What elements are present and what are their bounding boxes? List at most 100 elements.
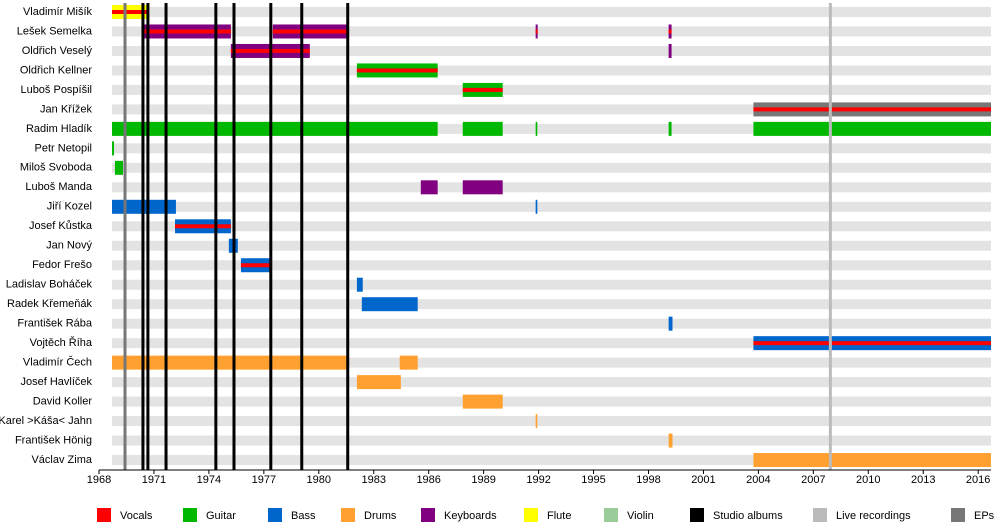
row-stripe: [112, 377, 991, 388]
member-name: Lešek Semelka: [17, 25, 93, 37]
member-bar-stripe: [175, 224, 231, 229]
legend-label: Vocals: [120, 510, 153, 522]
member-name: Josef Kůstka: [29, 220, 93, 232]
member-name: Oldřich Veselý: [22, 45, 93, 57]
legend-label: Keyboards: [444, 510, 497, 522]
member-name: Luboš Pospíšil: [20, 84, 92, 96]
member-bar: [420, 180, 438, 195]
member-bar-stripe: [112, 10, 150, 14]
member-bar: [668, 121, 672, 136]
x-tick-label: 1971: [142, 474, 166, 486]
member-bar-stripe: [142, 29, 231, 34]
row-stripe: [112, 104, 991, 115]
member-name: Radim Hladík: [26, 123, 93, 135]
member-name: Karel >Káša< Jahn: [0, 415, 92, 427]
row-stripe: [112, 240, 991, 251]
x-tick-label: 2004: [746, 474, 770, 486]
member-bar: [356, 277, 363, 292]
x-tick-label: 1995: [581, 474, 605, 486]
member-bar: [535, 199, 538, 214]
x-tick-label: 2016: [966, 474, 990, 486]
legend-swatch: [341, 508, 355, 522]
member-bar: [462, 121, 503, 136]
member-name: František Rába: [17, 318, 92, 330]
row-stripe: [112, 84, 991, 95]
row-stripe: [112, 318, 991, 329]
legend-swatch: [183, 508, 197, 522]
x-tick-label: 1980: [307, 474, 331, 486]
member-name: Vojtěch Říha: [30, 336, 93, 349]
member-name: Jiří Kozel: [47, 201, 92, 213]
member-bar: [753, 121, 991, 136]
legend-swatch: [690, 508, 704, 522]
member-name: Oldřich Kellner: [20, 64, 92, 76]
legend-label: Studio albums: [713, 510, 783, 522]
member-bar-stripe: [535, 29, 538, 34]
member-name: Petr Netopil: [35, 142, 92, 154]
x-tick-label: 2013: [911, 474, 935, 486]
member-bar-stripe: [753, 107, 991, 112]
member-bar: [114, 160, 123, 175]
legend-label: Bass: [291, 510, 316, 522]
member-bar: [535, 121, 538, 136]
member-bar: [668, 433, 673, 448]
member-name: Jan Křížek: [40, 103, 92, 115]
member-name: Miloš Svoboda: [20, 162, 93, 174]
row-stripe: [112, 338, 991, 349]
x-tick-label: 2001: [691, 474, 715, 486]
legend-label: Live recordings: [836, 510, 911, 522]
member-bar: [112, 121, 438, 136]
member-bar-stripe: [668, 29, 672, 34]
legend-label: EPs: [974, 510, 995, 522]
x-tick-label: 1989: [471, 474, 495, 486]
row-stripe: [112, 299, 991, 310]
row-stripe: [112, 396, 991, 407]
member-name: Josef Havlíček: [20, 376, 92, 388]
member-bar: [753, 453, 991, 468]
member-bar: [462, 180, 503, 195]
member-bar-stripe: [240, 263, 272, 268]
legend-swatch: [951, 508, 965, 522]
row-stripe: [112, 182, 991, 193]
x-tick-label: 1998: [636, 474, 660, 486]
x-tick-label: 1968: [87, 474, 111, 486]
member-name: Ladislav Boháček: [6, 279, 93, 291]
row-stripe: [112, 357, 991, 368]
row-stripe: [112, 260, 991, 271]
legend-label: Violin: [627, 510, 654, 522]
x-tick-label: 1983: [362, 474, 386, 486]
member-bar-stripe: [272, 29, 347, 34]
row-stripe: [112, 26, 991, 37]
member-bar-stripe: [462, 87, 503, 92]
row-stripe: [112, 221, 991, 232]
row-stripe: [112, 65, 991, 76]
row-stripe: [112, 201, 991, 212]
x-tick-label: 2007: [801, 474, 825, 486]
member-name: David Koller: [33, 396, 93, 408]
legend-swatch: [604, 508, 618, 522]
member-bar: [112, 141, 115, 156]
row-stripe: [112, 455, 991, 466]
row-stripe: [112, 435, 991, 446]
member-bar-stripe: [753, 341, 991, 346]
row-stripe: [112, 279, 991, 290]
member-name: František Hönig: [15, 434, 92, 446]
row-stripe: [112, 416, 991, 427]
member-bar: [112, 355, 348, 370]
legend-swatch: [421, 508, 435, 522]
member-bar: [668, 43, 672, 58]
x-tick-label: 1986: [416, 474, 440, 486]
legend-label: Drums: [364, 510, 397, 522]
row-stripe: [112, 45, 991, 56]
x-tick-label: 1992: [526, 474, 550, 486]
member-bar: [462, 394, 503, 409]
legend-swatch: [524, 508, 538, 522]
x-tick-label: 1977: [252, 474, 276, 486]
member-name: Radek Křemeňák: [7, 298, 92, 310]
legend-swatch: [97, 508, 111, 522]
member-name: Luboš Manda: [25, 181, 93, 193]
member-bar: [361, 297, 418, 312]
row-stripe: [112, 123, 991, 134]
member-bar: [399, 355, 418, 370]
member-bar: [356, 375, 401, 390]
